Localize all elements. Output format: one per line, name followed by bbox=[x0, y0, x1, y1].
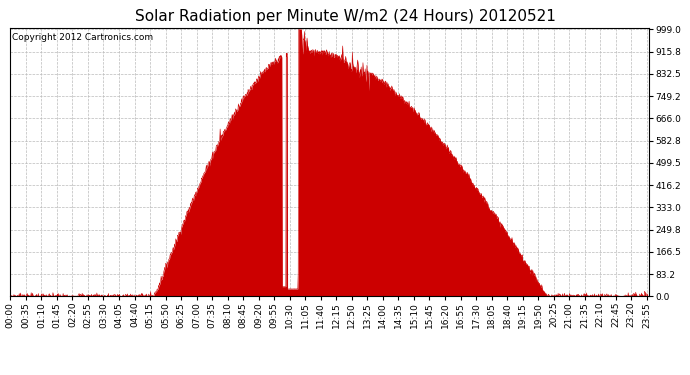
Text: Copyright 2012 Cartronics.com: Copyright 2012 Cartronics.com bbox=[12, 33, 152, 42]
Text: Solar Radiation per Minute W/m2 (24 Hours) 20120521: Solar Radiation per Minute W/m2 (24 Hour… bbox=[135, 9, 555, 24]
